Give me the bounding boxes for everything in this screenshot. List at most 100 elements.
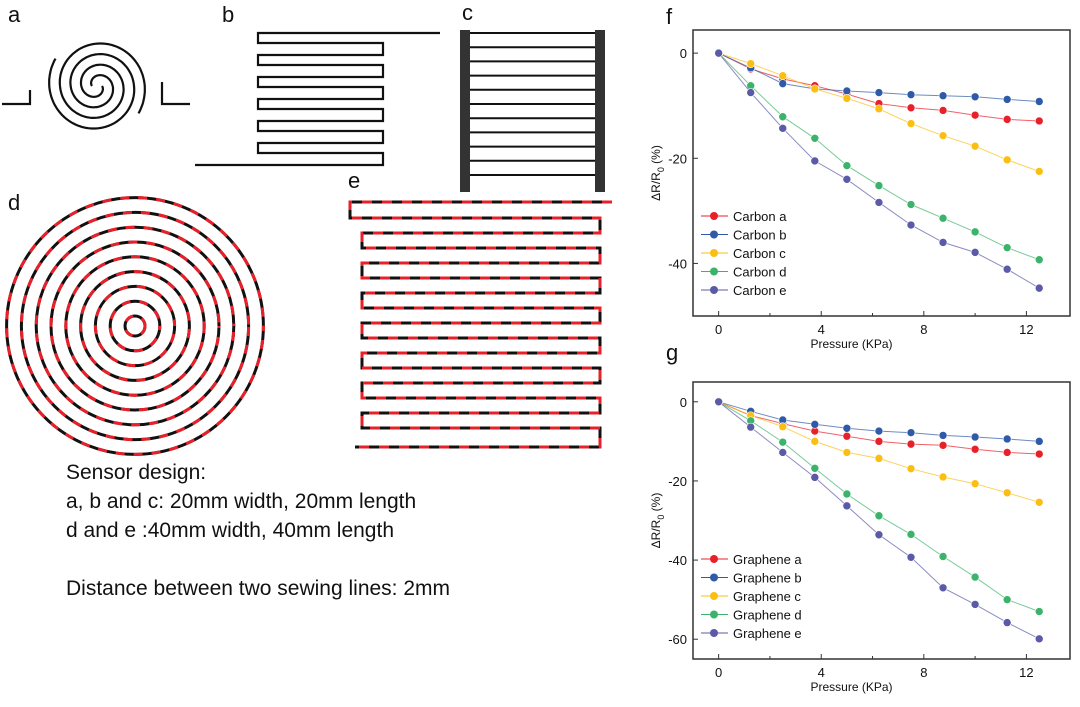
chart-f-point (810, 156, 820, 166)
chart-g-point (1002, 488, 1012, 498)
chart-g-point (938, 583, 948, 593)
chart-f-legend-marker (710, 249, 718, 257)
chart-g-point (906, 439, 916, 449)
chart-g-point (1034, 634, 1044, 644)
chart-g-ylabel-main: ΔR/R (649, 519, 663, 548)
chart-g-point (970, 479, 980, 488)
circle-d-red (93, 284, 177, 368)
chart-f-point (778, 71, 788, 81)
chart-f-point (874, 104, 884, 114)
chart-g-point (970, 444, 980, 454)
chart-f-point (970, 227, 980, 237)
chart-f-point (810, 84, 820, 94)
chart-g-point (778, 422, 788, 432)
chart-g-point (874, 530, 884, 540)
chart-f-point (1034, 116, 1044, 126)
chart-g-point (906, 428, 916, 437)
chart-g-point (810, 420, 820, 429)
ladder-c-right-bar (595, 30, 605, 192)
chart-f-point (970, 248, 980, 257)
chart-g-point (1034, 437, 1044, 446)
chart-f-point (746, 59, 756, 68)
spiral-a-lead-right (160, 82, 190, 106)
chart-g-legend-marker (710, 573, 718, 582)
chart-g-ytick-label: -40 (668, 553, 687, 568)
chart-g-point (810, 473, 820, 482)
chart-f-point (1002, 155, 1012, 165)
chart-f-point (842, 86, 852, 96)
chart-g-ytick-label: -20 (668, 474, 687, 489)
chart-g-point (746, 422, 756, 432)
chart-f-point (1034, 283, 1044, 293)
chart-f-point (714, 48, 723, 58)
chart-f-ylabel-sub: 0 (656, 167, 666, 172)
chart-g-point (842, 423, 852, 433)
chart-g-point (842, 501, 852, 511)
chart-f-point (938, 238, 948, 247)
circle-d-red (79, 270, 191, 382)
chart-g-legend-label: Graphene c (733, 589, 801, 604)
chart-f-legend-marker (710, 212, 718, 220)
chart-g-point (874, 437, 884, 446)
desc-line-3: d and e :40mm width, 40mm length (66, 519, 395, 542)
chart-f-point (874, 88, 884, 97)
chart-f-point (1002, 264, 1012, 274)
chart-g-point (906, 530, 916, 539)
chart-g-series-line (718, 401, 1040, 503)
chart-g-point (906, 553, 916, 562)
chart-f-point (842, 175, 852, 184)
circle-d-red (108, 299, 162, 353)
chart-f-ylabel-main: ΔR/R (649, 172, 663, 201)
chart-f-point (906, 220, 916, 230)
chart-f-point (938, 91, 948, 101)
chart-f-point (906, 103, 916, 113)
chart-f-legend-label: Carbon e (733, 283, 786, 298)
chart-g-point (938, 472, 948, 482)
chart-g-ylabel: ΔR/R0 (%) (649, 493, 666, 549)
chart-f-point (1034, 167, 1044, 176)
chart-f-point (746, 88, 756, 97)
chart-g-ylabel-sub: 0 (656, 515, 666, 520)
chart-f-point (938, 131, 948, 140)
chart-f-point (874, 181, 884, 190)
chart-f-point (842, 94, 852, 103)
spiral-a-lead-left (2, 90, 32, 106)
chart-f-legend-label: Carbon a (733, 209, 787, 224)
chart-f-point (970, 141, 980, 151)
chart-f-legend-marker (710, 230, 718, 239)
chart-g-point (1034, 607, 1044, 616)
chart-f-ytick-label: -40 (668, 256, 687, 271)
chart-g-xtick-label: 4 (818, 665, 825, 680)
chart-f-point (906, 119, 916, 128)
desc-line-4: Distance between two sewing lines: 2mm (66, 577, 451, 600)
spiral-a-arm-1 (58, 42, 146, 119)
chart-f-point (970, 92, 980, 102)
chart-f-point (906, 90, 916, 99)
chart-g-xtick-label: 0 (715, 665, 722, 680)
chart-f-ylabel-unit: (%) (649, 145, 663, 167)
chart-f-point (874, 198, 884, 207)
chart-g-point (938, 441, 948, 450)
chart-g-legend-marker (710, 592, 718, 600)
chart-f-point (778, 112, 788, 122)
ladder-c-left-bar (460, 30, 470, 192)
chart-f-legend-label: Carbon b (733, 228, 786, 243)
chart-g-point (842, 448, 852, 457)
chart-f-xtick-label: 0 (715, 322, 722, 337)
chart-f-legend-label: Carbon c (733, 246, 786, 261)
chart-f-point (970, 110, 980, 120)
chart-g-legend-label: Graphene d (733, 608, 802, 623)
chart-g-point (874, 454, 884, 463)
chart-f-ylabel: ΔR/R0 (%) (649, 145, 666, 201)
chart-g-legend-label: Graphene a (733, 552, 802, 567)
chart-f-point (1034, 255, 1044, 265)
chart-g-point (1002, 448, 1012, 457)
circle-d-red (34, 225, 236, 427)
chart-g-point (1034, 497, 1044, 507)
chart-g-point (778, 437, 788, 447)
chart-g-point (842, 489, 852, 499)
chart-g-point (1002, 618, 1012, 627)
panel-label-b: b (222, 2, 235, 27)
chart-f-xtick-label: 8 (920, 322, 927, 337)
